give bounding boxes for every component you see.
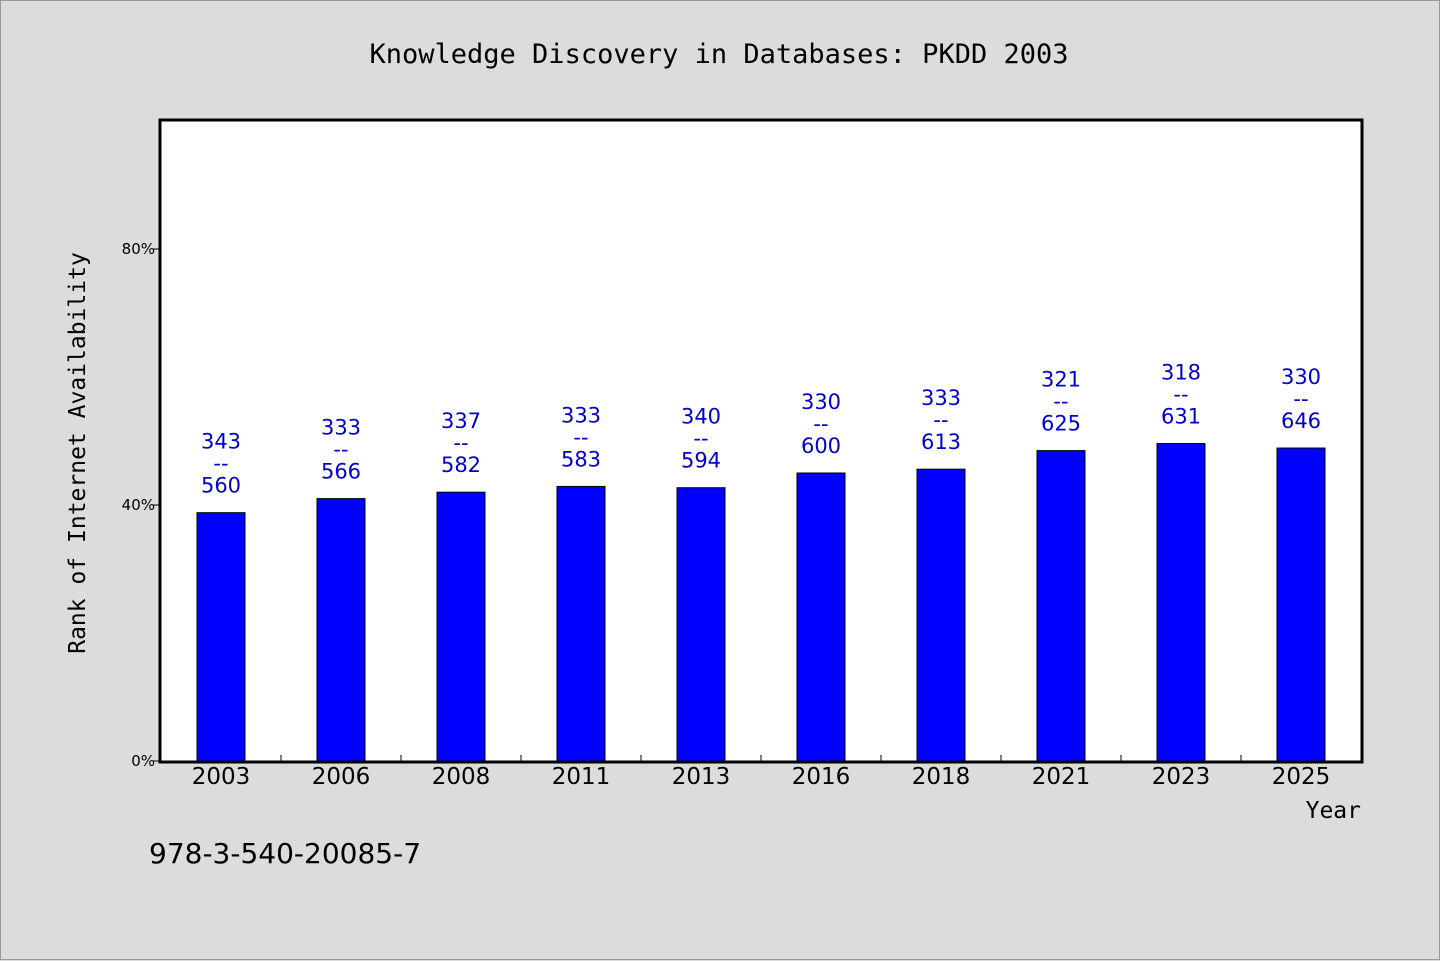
y-axis-label: Rank of Internet Availability xyxy=(65,252,91,654)
x-tick-label-2018: 2018 xyxy=(912,764,971,790)
data-label-2021-line-3: 625 xyxy=(1041,412,1081,436)
data-label-2006-line-2: -- xyxy=(333,438,348,462)
bar-2021 xyxy=(1036,450,1086,762)
data-label-2021-line-2: -- xyxy=(1053,390,1068,414)
isbn-footnote: 978-3-540-20085-7 xyxy=(149,837,421,870)
data-label-2013-line-2: -- xyxy=(693,427,708,451)
bar-2011 xyxy=(556,485,606,762)
y-tick-label-80: 80% xyxy=(122,240,155,258)
x-tick-label-2021: 2021 xyxy=(1032,764,1091,790)
bar-2008 xyxy=(436,491,486,762)
data-label-2018-line-1: 333 xyxy=(921,386,961,410)
data-label-2003-line-2: -- xyxy=(213,452,228,476)
x-tick-label-2011: 2011 xyxy=(552,764,611,790)
data-label-2016-line-1: 330 xyxy=(801,390,841,414)
data-label-2021-line-1: 321 xyxy=(1041,368,1081,392)
y-tick-label-0: 0% xyxy=(131,752,155,770)
data-labels-group: 343--560333--566337--582333--583340--594… xyxy=(201,361,1321,498)
bars-group xyxy=(196,443,1326,762)
x-tick-label-2025: 2025 xyxy=(1272,764,1331,790)
x-tick-label-2006: 2006 xyxy=(312,764,371,790)
data-label-2011-line-1: 333 xyxy=(561,403,601,427)
x-tick-label-2008: 2008 xyxy=(432,764,491,790)
data-label-2016-line-2: -- xyxy=(813,412,828,436)
data-label-2018-line-3: 613 xyxy=(921,430,961,454)
data-label-2011-line-3: 583 xyxy=(561,447,601,471)
data-label-2013-line-1: 340 xyxy=(681,405,721,429)
data-label-2023-line-3: 631 xyxy=(1161,405,1201,429)
x-axis-label: Year xyxy=(1306,798,1361,824)
data-label-2008-line-3: 582 xyxy=(441,453,481,477)
bar-2016 xyxy=(796,472,846,762)
chart-title: Knowledge Discovery in Databases: PKDD 2… xyxy=(370,39,1069,70)
data-label-2016-line-3: 600 xyxy=(801,434,841,458)
data-label-2018-line-2: -- xyxy=(933,408,948,432)
x-axis-ticks: 2003 2006 2008 2011 2013 2016 2018 2021 2023 2025 xyxy=(192,755,1331,790)
x-tick-label-2013: 2013 xyxy=(672,764,731,790)
data-label-2003-line-3: 560 xyxy=(201,474,241,498)
x-tick-label-2003: 2003 xyxy=(192,764,251,790)
data-label-2023-line-2: -- xyxy=(1173,383,1188,407)
bar-2006 xyxy=(316,498,366,762)
data-label-2013-line-3: 594 xyxy=(681,449,721,473)
data-label-2008-line-2: -- xyxy=(453,431,468,455)
data-label-2003-line-1: 343 xyxy=(201,430,241,454)
data-label-2006-line-1: 333 xyxy=(321,416,361,440)
y-axis-ticks: 0% 40% 80% xyxy=(122,240,161,770)
x-tick-label-2023: 2023 xyxy=(1152,764,1211,790)
data-label-2011-line-2: -- xyxy=(573,425,588,449)
bar-2025 xyxy=(1276,447,1326,762)
bar-2003 xyxy=(196,512,246,762)
data-label-2025-line-2: -- xyxy=(1293,387,1308,411)
data-label-2025-line-3: 646 xyxy=(1281,409,1321,433)
bar-2023 xyxy=(1156,443,1206,762)
bar-2013 xyxy=(676,487,726,762)
data-label-2008-line-1: 337 xyxy=(441,409,481,433)
data-label-2025-line-1: 330 xyxy=(1281,365,1321,389)
x-tick-label-2016: 2016 xyxy=(792,764,851,790)
bar-2018 xyxy=(916,468,966,762)
data-label-2023-line-1: 318 xyxy=(1161,361,1201,385)
data-label-2006-line-3: 566 xyxy=(321,460,361,484)
y-tick-label-40: 40% xyxy=(122,496,155,514)
